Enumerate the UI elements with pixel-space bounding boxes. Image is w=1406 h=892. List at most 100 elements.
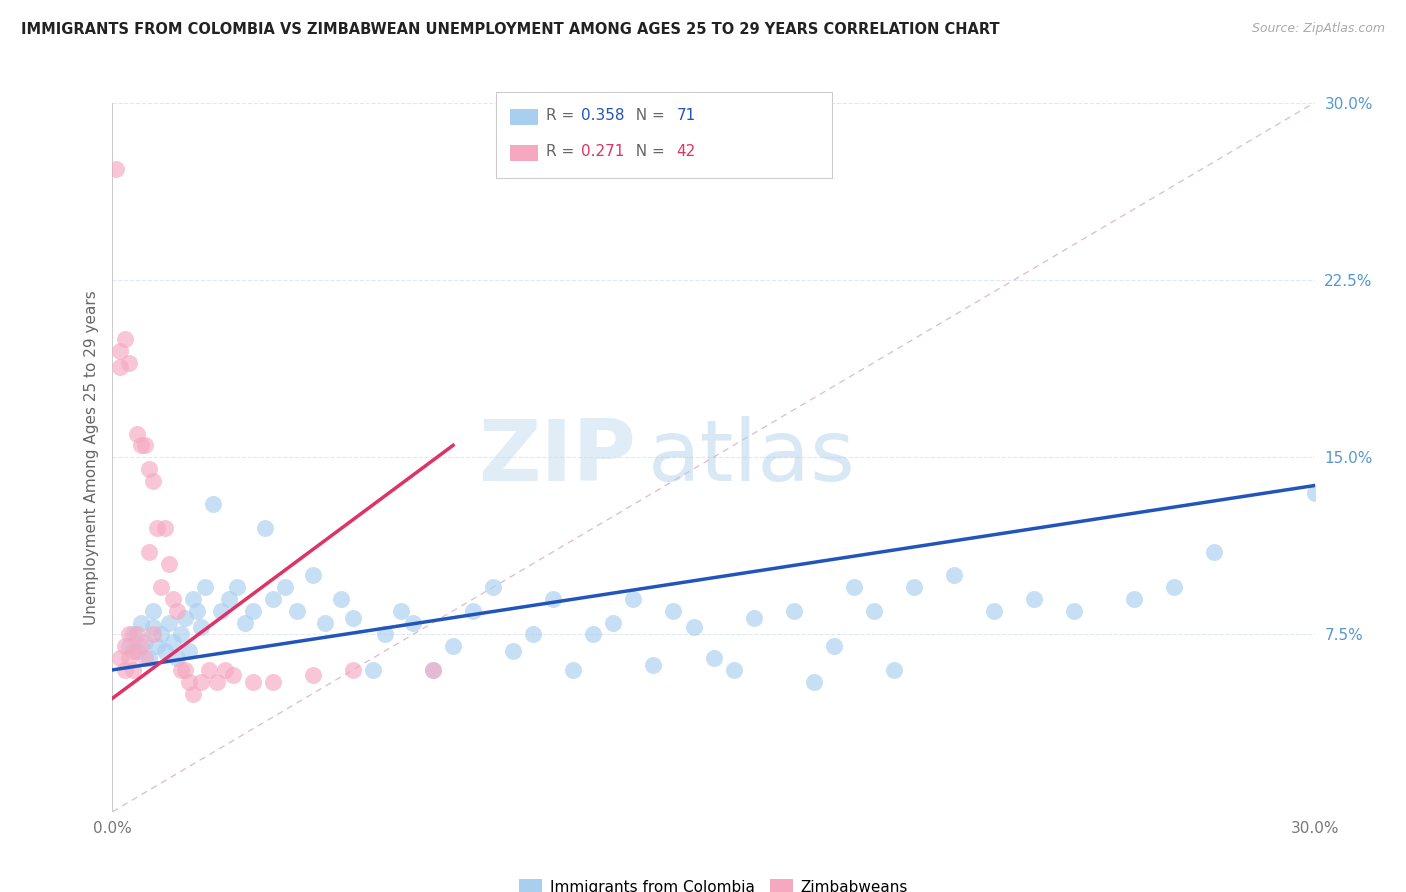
Text: R =: R = [546,145,579,159]
Point [482,580,505,594]
Point [129,615,152,630]
Point [302,667,325,681]
Point [329,592,352,607]
Point [186,604,208,618]
Text: 71: 71 [676,109,696,123]
Point [1123,592,1146,607]
Point [1303,485,1326,500]
Point [903,580,925,594]
Point [181,592,204,607]
Point [883,663,905,677]
Point [145,521,167,535]
Point [114,663,136,677]
Point [402,615,425,630]
Point [121,663,143,677]
Point [205,674,228,689]
Point [222,667,245,681]
Point [782,604,804,618]
Point [190,674,212,689]
Point [166,651,188,665]
Point [121,644,143,658]
Point [110,651,132,665]
Point [582,627,605,641]
Text: 42: 42 [676,145,696,159]
Point [274,580,297,594]
Point [134,634,156,648]
Point [682,620,704,634]
Point [110,343,132,358]
Point [422,663,444,677]
Point [702,651,725,665]
Point [361,663,384,677]
Point [983,604,1005,618]
Point [138,651,160,665]
Point [121,627,143,641]
Text: 0.271: 0.271 [581,145,624,159]
Point [162,592,184,607]
Point [181,687,204,701]
Point [173,663,195,677]
Point [141,474,163,488]
Point [441,639,464,653]
Point [141,620,163,634]
Point [562,663,585,677]
Point [117,639,139,653]
Point [177,674,200,689]
Point [162,634,184,648]
Point [105,161,128,176]
Point [149,627,172,641]
Point [214,663,236,677]
Text: N =: N = [626,109,669,123]
Point [129,438,152,452]
Point [942,568,965,582]
Point [157,615,180,630]
Point [138,462,160,476]
Point [157,557,180,571]
Point [141,604,163,618]
Point [302,568,325,582]
Point [285,604,308,618]
Point [173,611,195,625]
Point [117,651,139,665]
Point [643,658,665,673]
Point [153,521,176,535]
Text: ZIP: ZIP [478,416,636,499]
Point [543,592,565,607]
Point [110,360,132,375]
Point [262,592,284,607]
Point [602,615,624,630]
Text: R =: R = [546,109,579,123]
Point [218,592,240,607]
Point [1024,592,1046,607]
Point [1204,544,1226,558]
Point [190,620,212,634]
Point [138,544,160,558]
Point [461,604,484,618]
Point [1163,580,1185,594]
Point [253,521,276,535]
Point [114,639,136,653]
Point [842,580,865,594]
Point [134,651,156,665]
Point [166,604,188,618]
Point [134,438,156,452]
Point [342,611,364,625]
Text: IMMIGRANTS FROM COLOMBIA VS ZIMBABWEAN UNEMPLOYMENT AMONG AGES 25 TO 29 YEARS CO: IMMIGRANTS FROM COLOMBIA VS ZIMBABWEAN U… [21,22,1000,37]
Point [723,663,745,677]
Point [422,663,444,677]
Legend: Immigrants from Colombia, Zimbabweans: Immigrants from Colombia, Zimbabweans [513,872,914,892]
Point [1063,604,1085,618]
Point [117,627,139,641]
Point [374,627,396,641]
Text: atlas: atlas [647,416,855,499]
Text: Source: ZipAtlas.com: Source: ZipAtlas.com [1251,22,1385,36]
Point [114,332,136,346]
Point [314,615,336,630]
Point [141,627,163,641]
Point [803,674,825,689]
Point [209,604,232,618]
Point [129,639,152,653]
Point [194,580,217,594]
Point [242,674,264,689]
Point [823,639,845,653]
